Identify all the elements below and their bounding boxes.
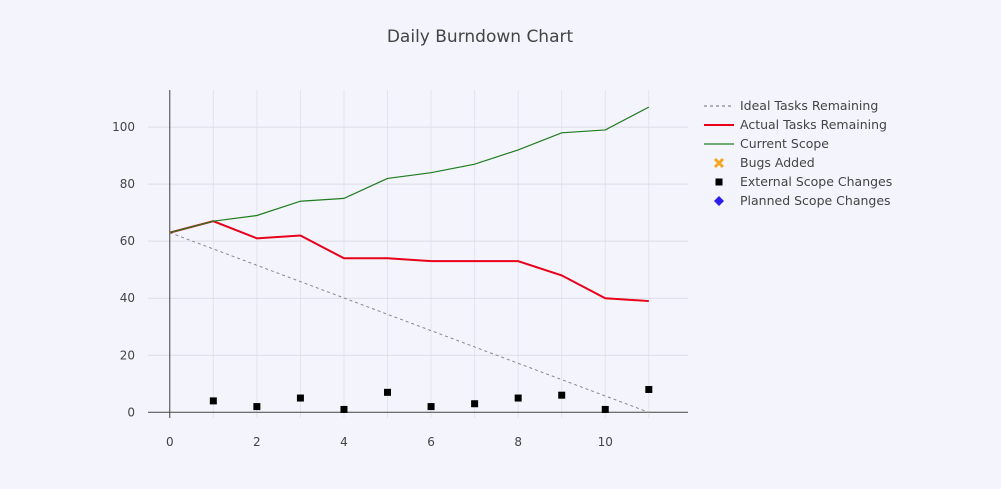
x-tick-label: 6 — [427, 435, 435, 449]
external-scope-changes-marker — [296, 394, 304, 402]
legend-item-current-scope[interactable]: Current Scope — [704, 136, 829, 151]
legend-item-planned-scope-changes[interactable]: Planned Scope Changes — [714, 193, 891, 208]
legend[interactable]: Ideal Tasks Remaining Actual Tasks Remain… — [704, 98, 892, 208]
chart-title: Daily Burndown Chart — [387, 27, 574, 47]
external-scope-changes-marker — [427, 403, 435, 411]
x-tick-label: 8 — [514, 435, 522, 449]
external-scope-changes-marker — [601, 405, 609, 413]
legend-swatch-x — [713, 157, 725, 169]
y-tick-label: 60 — [120, 234, 135, 248]
legend-item-actual-tasks-remaining[interactable]: Actual Tasks Remaining — [704, 117, 887, 132]
x-tick-label: 4 — [340, 435, 348, 449]
series-layer — [169, 106, 653, 413]
external-scope-changes-marker — [645, 385, 653, 393]
grid-lines — [148, 90, 688, 418]
legend-item-external-scope-changes[interactable]: External Scope Changes — [715, 174, 893, 189]
y-tick-label: 80 — [120, 177, 135, 191]
external-scope-changes-marker — [558, 391, 566, 399]
actual-tasks-remaining-series — [169, 220, 649, 303]
x-tick-label: 0 — [166, 435, 174, 449]
external-scope-changes-series — [209, 385, 653, 413]
external-scope-changes-marker — [514, 394, 522, 402]
x-tick-label: 2 — [253, 435, 261, 449]
legend-label: Planned Scope Changes — [740, 193, 891, 208]
legend-label: Actual Tasks Remaining — [740, 117, 887, 132]
legend-label: Bugs Added — [740, 155, 815, 170]
actual-tasks-remaining-line — [169, 220, 649, 303]
legend-swatch-diamond — [714, 196, 724, 206]
y-tick-label: 0 — [127, 405, 135, 419]
ideal-tasks-remaining-line — [169, 232, 649, 413]
x-tick-label: 10 — [598, 435, 613, 449]
legend-label: Current Scope — [740, 136, 829, 151]
legend-item-bugs-added[interactable]: Bugs Added — [713, 155, 815, 170]
current-scope-series — [169, 106, 650, 234]
external-scope-changes-marker — [209, 397, 217, 405]
legend-swatch-square — [715, 178, 723, 186]
legend-label: External Scope Changes — [740, 174, 892, 189]
external-scope-changes-marker — [340, 405, 348, 413]
y-tick-label: 40 — [120, 291, 135, 305]
current-scope-line — [169, 106, 650, 234]
external-scope-changes-marker — [253, 403, 261, 411]
y-tick-label: 20 — [120, 348, 135, 362]
external-scope-changes-marker — [384, 388, 392, 396]
external-scope-changes-marker — [471, 400, 479, 408]
y-tick-label: 100 — [112, 120, 135, 134]
legend-label: Ideal Tasks Remaining — [740, 98, 878, 113]
legend-item-ideal-tasks-remaining[interactable]: Ideal Tasks Remaining — [704, 98, 878, 113]
